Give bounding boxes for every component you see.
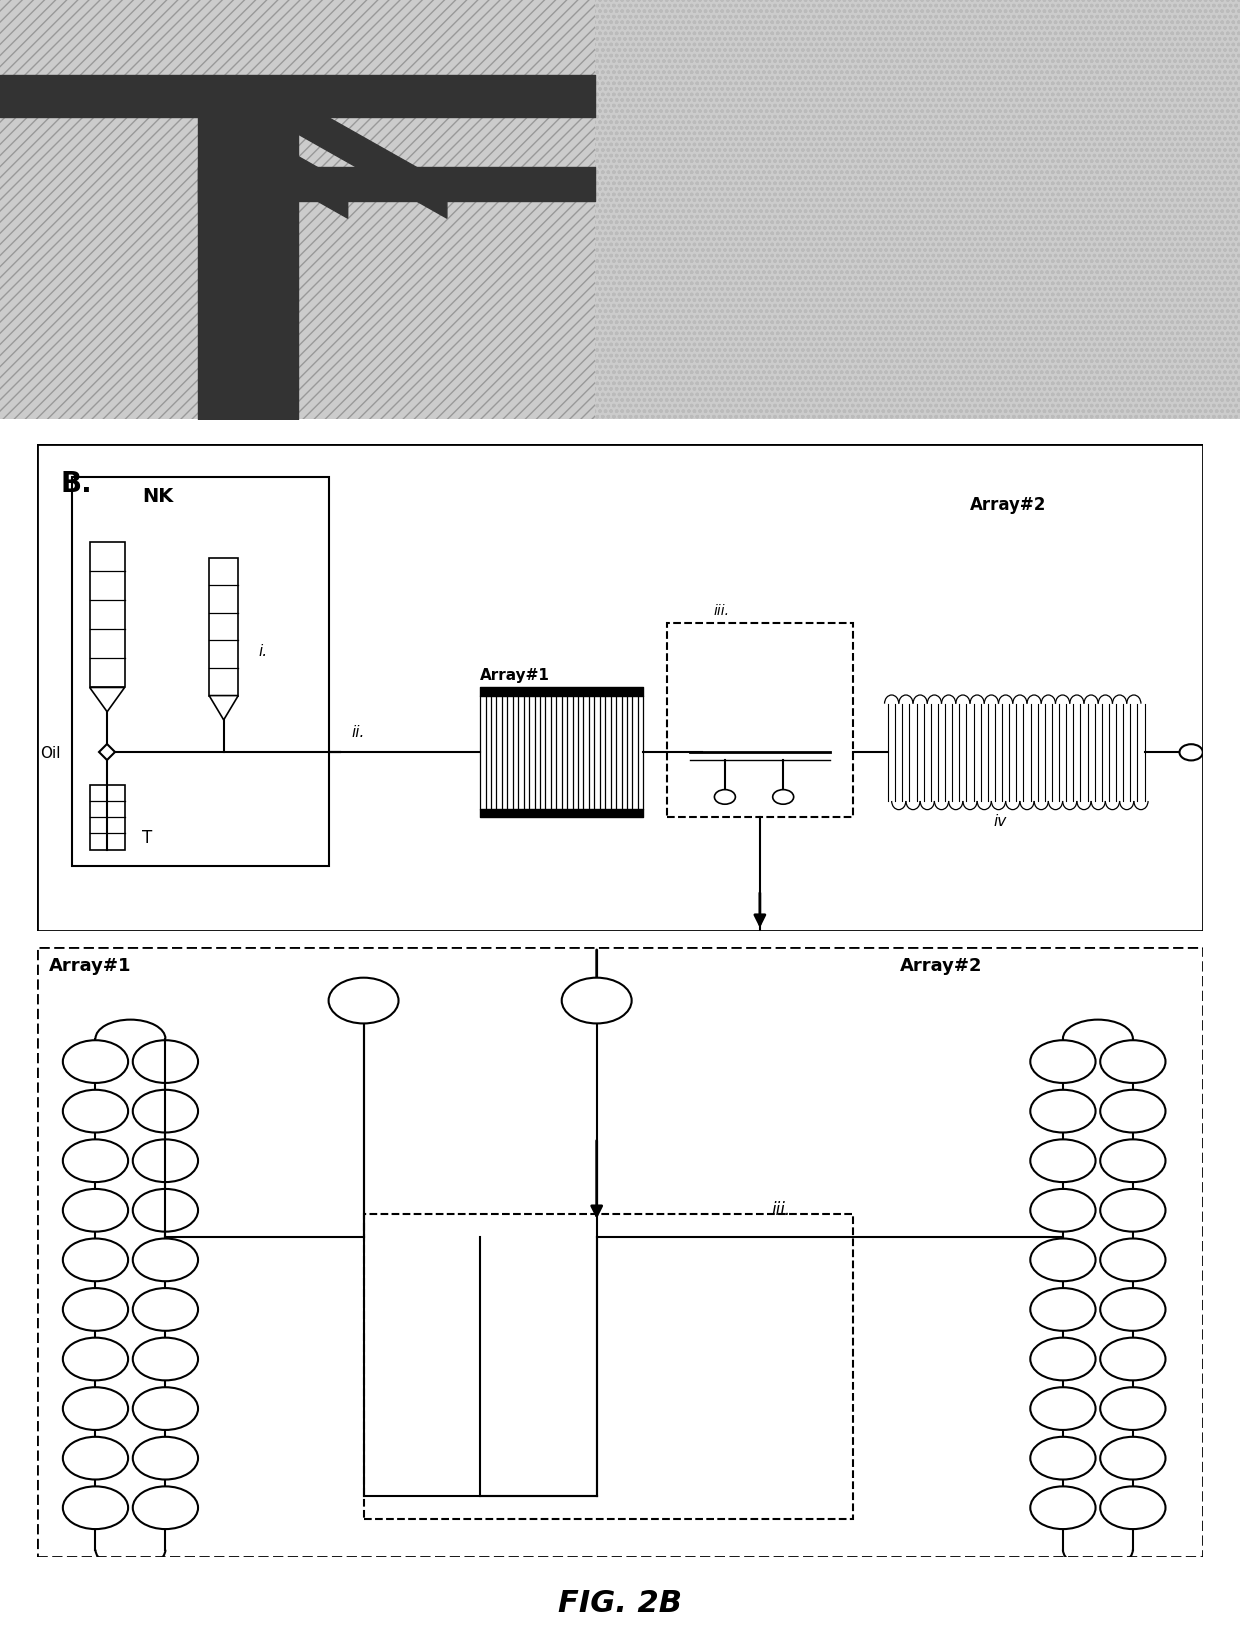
- Circle shape: [133, 1437, 198, 1480]
- Circle shape: [714, 789, 735, 804]
- Polygon shape: [89, 689, 124, 712]
- Text: B.: B.: [61, 470, 92, 498]
- Circle shape: [1100, 1190, 1166, 1233]
- Text: Array#2: Array#2: [900, 956, 982, 974]
- Bar: [89, 786, 124, 850]
- Circle shape: [63, 1289, 128, 1332]
- Circle shape: [1030, 1089, 1096, 1132]
- Circle shape: [63, 1486, 128, 1529]
- Bar: [363, 1215, 853, 1519]
- Text: NK: NK: [143, 486, 174, 506]
- Text: Array#1: Array#1: [48, 956, 131, 974]
- Text: Array#2: Array#2: [970, 496, 1047, 514]
- Circle shape: [133, 1239, 198, 1282]
- Circle shape: [1100, 1437, 1166, 1480]
- Circle shape: [63, 1089, 128, 1132]
- Circle shape: [133, 1040, 198, 1083]
- Circle shape: [63, 1239, 128, 1282]
- Circle shape: [1030, 1486, 1096, 1529]
- Circle shape: [63, 1140, 128, 1182]
- Text: T: T: [143, 827, 153, 845]
- Circle shape: [63, 1338, 128, 1381]
- Text: ii.: ii.: [352, 725, 366, 740]
- Circle shape: [1030, 1040, 1096, 1083]
- Circle shape: [63, 1437, 128, 1480]
- Bar: [667, 623, 853, 817]
- Text: iii.: iii.: [771, 1200, 791, 1218]
- Circle shape: [562, 977, 631, 1023]
- Circle shape: [133, 1289, 198, 1332]
- Circle shape: [1100, 1388, 1166, 1430]
- Circle shape: [133, 1140, 198, 1182]
- Text: FIG. 2B: FIG. 2B: [558, 1589, 682, 1617]
- Circle shape: [1100, 1338, 1166, 1381]
- Circle shape: [1030, 1289, 1096, 1332]
- Bar: [89, 542, 124, 689]
- Text: iv: iv: [993, 814, 1006, 829]
- Circle shape: [329, 977, 398, 1023]
- Circle shape: [133, 1190, 198, 1233]
- Text: Oil: Oil: [40, 745, 61, 760]
- Bar: [595, 0, 1240, 420]
- Bar: [72, 478, 329, 867]
- Circle shape: [1030, 1338, 1096, 1381]
- Circle shape: [1100, 1089, 1166, 1132]
- Circle shape: [63, 1388, 128, 1430]
- Circle shape: [63, 1190, 128, 1233]
- Text: i.: i.: [259, 644, 268, 659]
- Circle shape: [1030, 1437, 1096, 1480]
- Bar: [210, 559, 238, 695]
- Circle shape: [1100, 1486, 1166, 1529]
- Circle shape: [63, 1040, 128, 1083]
- Bar: [0, 0, 595, 420]
- Circle shape: [1100, 1140, 1166, 1182]
- Text: iii.: iii.: [713, 605, 729, 618]
- Circle shape: [1030, 1190, 1096, 1233]
- Polygon shape: [210, 695, 238, 720]
- Circle shape: [1100, 1289, 1166, 1332]
- Circle shape: [1030, 1140, 1096, 1182]
- Circle shape: [133, 1089, 198, 1132]
- Circle shape: [1030, 1388, 1096, 1430]
- Text: Array#1: Array#1: [480, 667, 551, 682]
- Circle shape: [133, 1486, 198, 1529]
- Circle shape: [1100, 1040, 1166, 1083]
- Circle shape: [1100, 1239, 1166, 1282]
- Circle shape: [1179, 745, 1203, 761]
- Bar: [595, 0, 1240, 420]
- Circle shape: [133, 1388, 198, 1430]
- Circle shape: [133, 1338, 198, 1381]
- Circle shape: [1030, 1239, 1096, 1282]
- Circle shape: [773, 789, 794, 804]
